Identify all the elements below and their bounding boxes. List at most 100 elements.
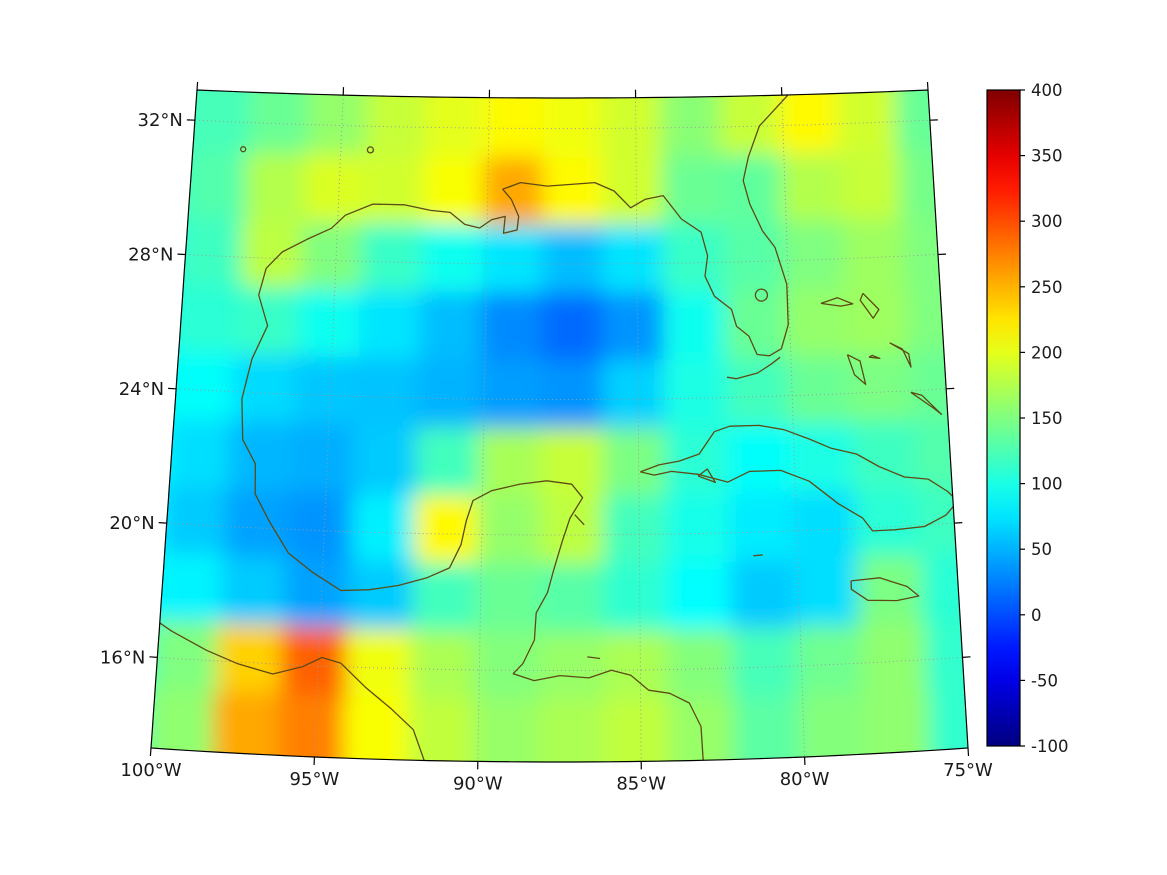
heatmap-cell — [787, 355, 859, 434]
colorbar-tick-label: 250 — [1031, 278, 1063, 297]
heatmap-cell — [358, 290, 429, 369]
parallel-gridline — [185, 254, 939, 265]
heatmap-cell — [304, 154, 374, 232]
heatmap-cell — [602, 292, 673, 371]
heatmap-cell — [416, 427, 488, 506]
y-tick-label: 16°N — [100, 647, 145, 668]
coastline — [697, 468, 717, 484]
heatmap-cell — [667, 629, 742, 708]
heatmap-cell — [412, 562, 486, 641]
coastline — [753, 554, 763, 557]
heatmap-cell — [343, 696, 418, 762]
heatmap-cell — [666, 562, 741, 640]
heatmap-cell — [237, 287, 308, 365]
axis-tick — [149, 747, 152, 757]
heatmap-cell — [474, 631, 549, 710]
heatmap-cell — [301, 221, 371, 300]
axis-ticks — [149, 81, 971, 770]
coastline-layer — [151, 90, 959, 762]
coastline — [868, 354, 881, 360]
heatmap-cell — [157, 553, 231, 631]
heatmap-cell — [171, 351, 243, 430]
heatmap-cell — [356, 358, 428, 437]
heatmap-cell — [361, 223, 431, 302]
heatmap-cell — [542, 157, 612, 236]
y-tick-label: 24°N — [119, 379, 164, 400]
heatmap-cell — [284, 559, 358, 638]
heatmap-cell — [475, 563, 550, 642]
heatmap-cell — [785, 288, 856, 366]
heatmap-cell — [478, 428, 550, 506]
heatmap-cell — [668, 697, 744, 762]
heatmap-cell — [425, 90, 494, 167]
heatmap-cell — [846, 285, 917, 364]
heatmap-cell — [308, 90, 376, 165]
heatmap-cell — [660, 90, 729, 167]
coastline — [241, 90, 811, 762]
coastline — [859, 292, 880, 319]
x-tick-label: 80°W — [780, 769, 830, 790]
heatmap-cell — [176, 284, 247, 362]
heatmap-cell — [602, 360, 674, 438]
heatmap-cell — [661, 156, 731, 234]
colorbar-gradient — [987, 90, 1020, 746]
heatmap-cell — [721, 155, 790, 233]
heatmap-cell — [792, 490, 865, 569]
coastline — [587, 656, 601, 660]
axis-tick — [158, 522, 167, 524]
heatmap-cell — [861, 622, 936, 700]
lake-outline — [240, 146, 247, 153]
heatmap-cell — [482, 224, 552, 303]
colorbar-tick-label: 0 — [1031, 606, 1042, 625]
heatmap-cell — [730, 560, 804, 639]
heatmap-cell — [602, 427, 675, 506]
heatmap-cell — [541, 292, 612, 371]
axis-tick — [149, 656, 158, 658]
coastline — [726, 356, 781, 380]
heatmap-cell — [229, 422, 301, 500]
colorbar-tick-label: 200 — [1031, 343, 1063, 362]
axis-tick — [196, 81, 199, 91]
heatmap-cell — [539, 631, 614, 710]
coastline — [910, 391, 943, 415]
heatmap-cell — [345, 629, 420, 707]
heatmap-cell — [190, 90, 259, 161]
heatmap-cell — [666, 494, 739, 573]
heatmap-cell — [663, 291, 734, 370]
heatmap-cell — [539, 563, 613, 642]
heatmap-cell — [484, 90, 553, 168]
coastline — [846, 354, 867, 386]
heatmap-cell — [538, 699, 614, 762]
meridian-gridline — [313, 95, 344, 758]
colorbar-tick-label: 300 — [1031, 212, 1063, 231]
heatmap-cell — [727, 425, 800, 503]
heatmap-cell — [366, 90, 435, 166]
heatmap-cell — [789, 423, 862, 501]
heatmap-cell — [855, 487, 928, 566]
heatmap-cell — [719, 90, 788, 166]
colorbar-tick-label: 350 — [1031, 147, 1063, 166]
heatmap-cell — [221, 556, 295, 635]
heatmap-cell — [479, 360, 551, 439]
heatmap-cell — [780, 153, 850, 231]
colorbar-tick-label: 50 — [1031, 540, 1052, 559]
colorbar-tick-label: 150 — [1031, 409, 1063, 428]
heatmap-cell — [542, 225, 612, 303]
heatmap-cell — [166, 419, 239, 497]
heatmap-cell — [353, 426, 426, 504]
heatmap-cell — [724, 290, 795, 368]
lake-outline — [754, 288, 769, 302]
parallel-gridline — [166, 522, 955, 536]
heatmap-cell — [473, 699, 549, 762]
coastline — [820, 297, 854, 307]
heatmap-cell — [249, 90, 317, 163]
heatmap-cell — [665, 426, 737, 505]
x-tick-label: 95°W — [290, 769, 340, 790]
heatmap-cell — [185, 150, 255, 228]
heatmap-cell — [778, 90, 846, 164]
coastline — [151, 609, 427, 762]
heatmap-cell — [837, 90, 905, 162]
heatmap-cell — [725, 357, 797, 436]
parallel-gridline — [176, 388, 947, 400]
x-tick-label: 85°W — [616, 773, 666, 794]
